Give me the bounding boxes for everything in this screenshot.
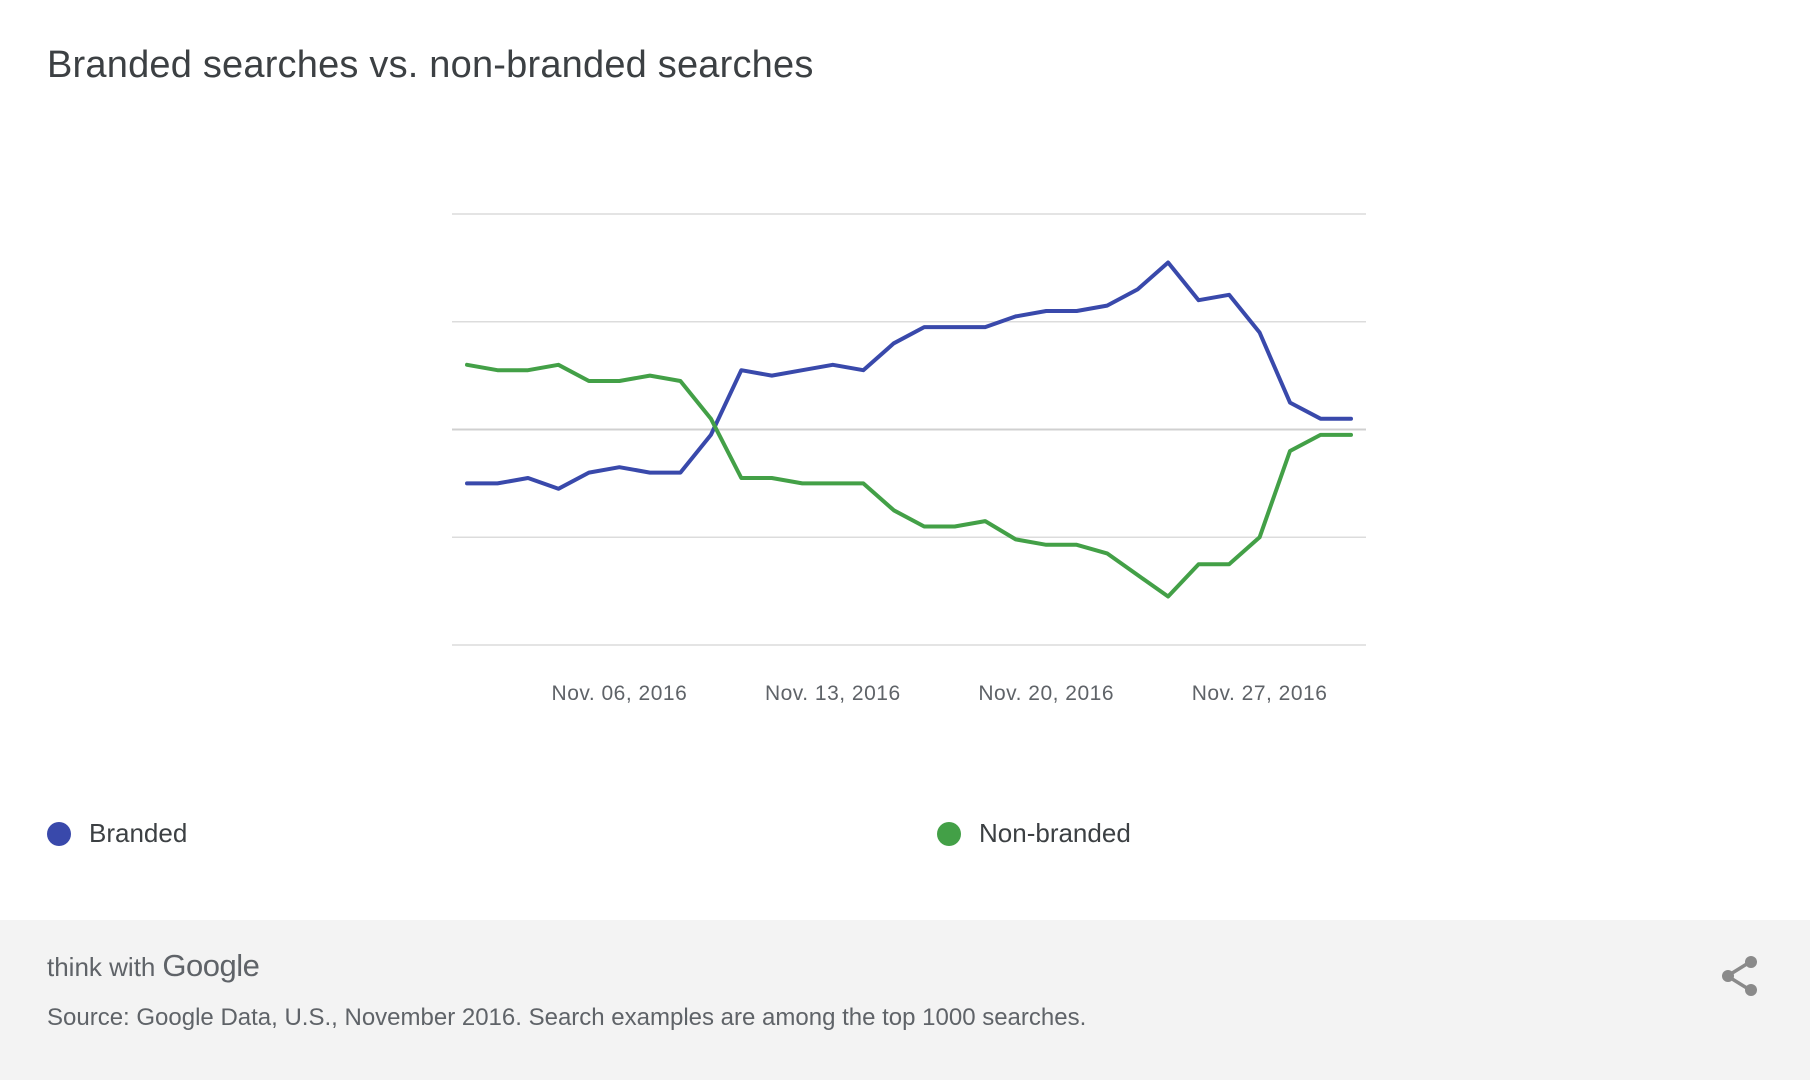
chart-title: Branded searches vs. non-branded searche… [47,44,814,86]
think-with-google-logo: think with Google [47,948,260,984]
footer: think with Google Source: Google Data, U… [0,920,1810,1080]
line-chart: Nov. 06, 2016 Nov. 13, 2016 Nov. 20, 2016 N… [452,213,1366,705]
brand-think-text: think with [47,952,156,982]
source-note: Source: Google Data, U.S., November 2016… [47,1004,1087,1031]
x-tick-label-3: Nov. 27, 2016 [1192,682,1328,705]
series-lines [465,260,1353,599]
x-tick-label-0: Nov. 06, 2016 [552,682,688,705]
x-tick-label-1: Nov. 13, 2016 [765,682,901,705]
legend-label-branded: Branded [89,818,188,848]
x-tick-labels: Nov. 06, 2016 Nov. 13, 2016 Nov. 20, 2016 N… [552,682,1328,705]
legend-dot-non-branded [937,821,961,846]
x-tick-label-2: Nov. 20, 2016 [978,682,1114,705]
brand-google-text: Google [162,948,260,983]
series-line-branded [465,260,1353,491]
gridlines [452,213,1366,646]
legend-dot-branded [47,821,71,846]
legend-label-non-branded: Non-branded [979,818,1131,848]
legend-item-non-branded[interactable]: Non-branded [937,818,1131,849]
series-line-non-branded [465,362,1353,599]
share-icon[interactable] [1716,952,1764,1000]
legend-item-branded[interactable]: Branded [47,818,187,849]
